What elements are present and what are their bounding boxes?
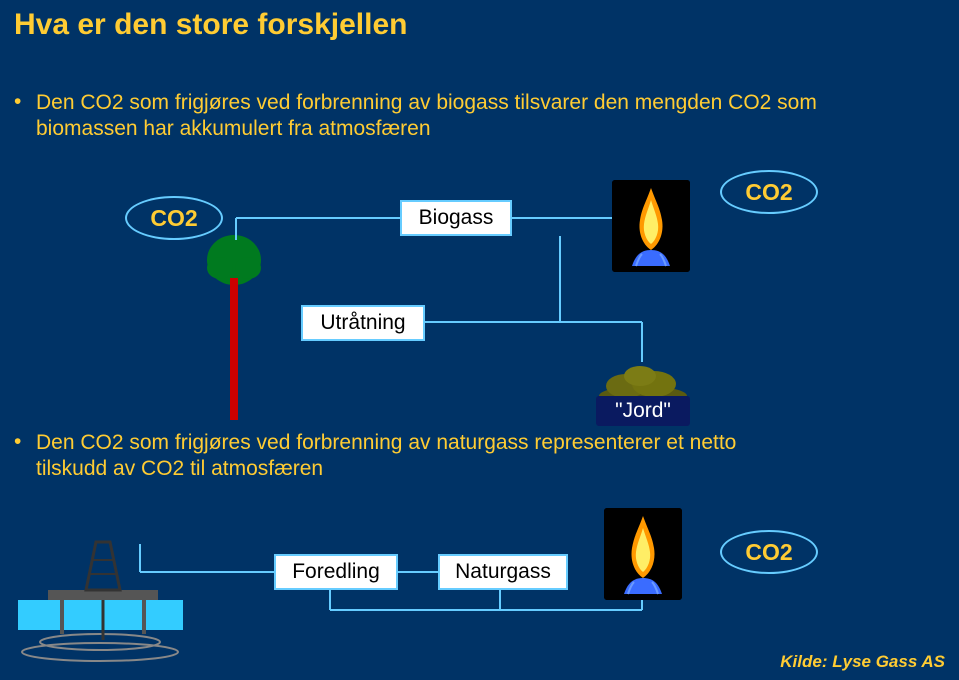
foredling-label: Foredling <box>274 554 398 590</box>
oil-rig-icon <box>18 512 178 642</box>
bullet-marker-2: • <box>14 430 21 454</box>
flame-bottom-icon <box>604 508 682 600</box>
naturgass-label: Naturgass <box>438 554 568 590</box>
source-credit: Kilde: Lyse Gass AS <box>780 652 945 672</box>
bullet-text-2: Den CO2 som frigjøres ved forbrenning av… <box>36 430 796 483</box>
co2-right-bottom-label: CO2 <box>720 530 818 574</box>
